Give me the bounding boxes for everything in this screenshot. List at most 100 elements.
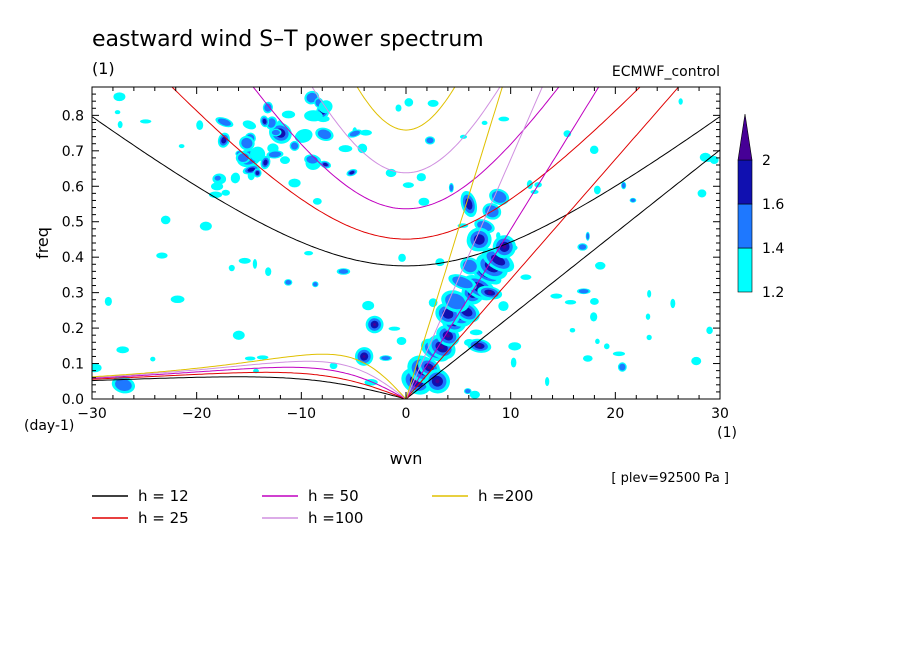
contour-blob: [670, 298, 676, 309]
y-tick-label: 0.7: [62, 144, 84, 160]
ig-curve-h200: [356, 87, 456, 131]
contour-blob: [357, 143, 368, 154]
contour-blob: [178, 144, 185, 149]
contour-blob: [238, 257, 251, 264]
kelvin-curve-h50: [405, 87, 600, 399]
contour-blob: [362, 300, 375, 311]
contour-blob: [508, 342, 522, 351]
x-tick-label: −20: [182, 406, 212, 422]
contour-blob: [304, 110, 323, 122]
ig-curve-h25: [171, 87, 641, 240]
colorbar-label: 2: [762, 153, 771, 169]
contour-blob: [349, 171, 355, 175]
x-axis-label: wvn: [390, 449, 423, 468]
contour-blob: [449, 184, 454, 192]
contour-blob: [267, 118, 276, 128]
contour-blob: [279, 156, 290, 165]
contour-blob: [469, 329, 483, 336]
contour-blob: [603, 343, 610, 350]
contour-blob: [247, 167, 256, 172]
contour-blob: [498, 116, 510, 122]
contour-blob: [621, 182, 626, 189]
y-tick-label: 0.1: [62, 357, 84, 373]
legend-label: h = 12: [138, 487, 189, 505]
contour-blob: [691, 356, 702, 366]
ig-curve-h100: [311, 87, 501, 174]
contour-blob: [221, 136, 227, 144]
contour-blob: [252, 259, 258, 269]
y-tick-label: 0.0: [62, 392, 84, 408]
legend-label: h =200: [478, 487, 533, 505]
x-tick-label: 10: [502, 406, 520, 422]
contour-blob: [214, 175, 221, 181]
contour-blob: [469, 390, 480, 399]
contour-blob: [569, 327, 576, 333]
contour-blob: [217, 118, 231, 126]
contour-blob: [306, 92, 318, 103]
contour-blob: [373, 323, 377, 327]
contour-blob: [526, 180, 533, 190]
y-unit-label: (day-1): [24, 418, 74, 434]
legend-label: h =100: [308, 509, 363, 527]
contour-blob: [150, 356, 156, 362]
er-curve-h200: [92, 353, 407, 399]
contour-blob: [196, 120, 204, 131]
contour-blob: [242, 120, 257, 130]
contour-blob: [550, 293, 563, 299]
contour-blob: [156, 252, 168, 259]
colorbar-extend-triangle: [737, 113, 753, 161]
er-curve-h100: [92, 360, 407, 399]
colorbar-segment: [737, 159, 753, 205]
contour-blob: [416, 173, 426, 182]
x-tick-label: 0: [402, 406, 411, 422]
contour-blob: [706, 326, 713, 335]
legend-label: h = 25: [138, 509, 189, 527]
chart-subtitle-right: ECMWF_control: [612, 64, 720, 80]
y-tick-label: 0.5: [62, 215, 84, 231]
contour-blob: [288, 178, 301, 188]
plot-frame: [91, 86, 721, 400]
contour-blob: [104, 296, 112, 306]
contour-blob: [595, 338, 600, 345]
contour-blob: [435, 258, 445, 267]
contour-blob: [404, 98, 414, 107]
x-tick-label: 30: [711, 406, 729, 422]
contour-blob: [199, 221, 212, 231]
colorbar-segment: [737, 203, 753, 249]
contour-blob: [285, 280, 292, 285]
contour-blob: [398, 253, 406, 262]
colorbar-label: 1.6: [762, 197, 784, 213]
contour-blob: [114, 110, 121, 115]
contour-blob: [262, 118, 267, 124]
y-axis-label: freq: [33, 227, 52, 259]
er-curve-h50: [92, 366, 407, 399]
contour-blob: [255, 170, 260, 175]
contour-blob: [678, 98, 683, 105]
colorbar-label: 1.2: [762, 285, 784, 301]
contour-blob: [586, 232, 590, 240]
contour-blob: [612, 351, 626, 357]
contour-blob: [208, 191, 223, 198]
contour-blob: [362, 354, 366, 358]
contour-blob: [477, 344, 482, 348]
contour-blob: [452, 276, 473, 289]
contour-blob: [312, 198, 322, 205]
y-tick-label: 0.2: [62, 321, 84, 337]
contour-blob: [116, 346, 129, 354]
colorbar-segment: [737, 247, 753, 293]
contour-blob: [271, 129, 280, 136]
contour-blob: [520, 274, 532, 280]
ig-curve-h50: [252, 87, 560, 210]
ig-curve-h12: [92, 116, 720, 267]
contour-blob: [630, 198, 636, 203]
contour-blob: [268, 151, 282, 158]
contour-blob: [510, 357, 517, 368]
contour-blob: [427, 99, 439, 107]
contour-blob: [317, 129, 332, 140]
contour-blob: [502, 244, 507, 249]
contour-blob: [338, 269, 349, 274]
colorbar-label: 1.4: [762, 241, 784, 257]
contour-blob: [564, 299, 577, 305]
y-tick-label: 0.4: [62, 250, 84, 266]
